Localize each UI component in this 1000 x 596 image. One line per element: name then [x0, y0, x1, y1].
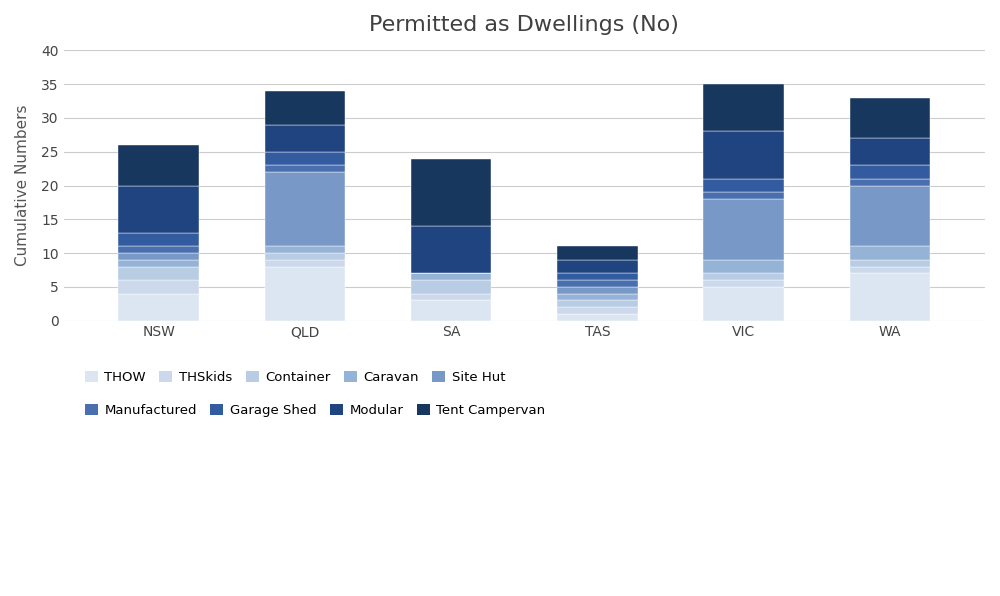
Bar: [265, 172, 345, 246]
Bar: [557, 274, 638, 280]
Bar: [703, 260, 784, 274]
Bar: [265, 253, 345, 260]
Bar: [118, 294, 199, 321]
Bar: [118, 260, 199, 266]
Bar: [118, 266, 199, 280]
Bar: [703, 199, 784, 260]
Bar: [850, 266, 930, 274]
Bar: [850, 274, 930, 321]
Bar: [703, 274, 784, 280]
Bar: [265, 152, 345, 165]
Bar: [557, 246, 638, 260]
Bar: [265, 91, 345, 125]
Bar: [118, 246, 199, 253]
Bar: [850, 179, 930, 185]
Legend: Manufactured, Garage Shed, Modular, Tent Campervan: Manufactured, Garage Shed, Modular, Tent…: [79, 399, 551, 422]
Bar: [265, 260, 345, 266]
Bar: [411, 226, 491, 274]
Bar: [703, 84, 784, 132]
Bar: [703, 280, 784, 287]
Bar: [850, 138, 930, 165]
Bar: [411, 280, 491, 294]
Bar: [850, 246, 930, 260]
Bar: [265, 125, 345, 152]
Bar: [411, 274, 491, 280]
Bar: [118, 185, 199, 233]
Bar: [557, 287, 638, 294]
Bar: [557, 260, 638, 274]
Bar: [703, 193, 784, 199]
Bar: [557, 300, 638, 307]
Bar: [265, 165, 345, 172]
Bar: [118, 253, 199, 260]
Bar: [265, 266, 345, 321]
Bar: [557, 307, 638, 314]
Bar: [703, 179, 784, 193]
Bar: [118, 233, 199, 246]
Bar: [557, 294, 638, 300]
Bar: [850, 185, 930, 246]
Title: Permitted as Dwellings (No): Permitted as Dwellings (No): [369, 15, 679, 35]
Bar: [411, 294, 491, 300]
Bar: [850, 165, 930, 179]
Bar: [850, 260, 930, 266]
Bar: [703, 132, 784, 179]
Y-axis label: Cumulative Numbers: Cumulative Numbers: [15, 105, 30, 266]
Bar: [850, 98, 930, 138]
Bar: [411, 300, 491, 321]
Bar: [557, 314, 638, 321]
Bar: [265, 246, 345, 253]
Bar: [411, 159, 491, 226]
Bar: [557, 280, 638, 287]
Bar: [703, 287, 784, 321]
Bar: [118, 280, 199, 294]
Bar: [118, 145, 199, 185]
